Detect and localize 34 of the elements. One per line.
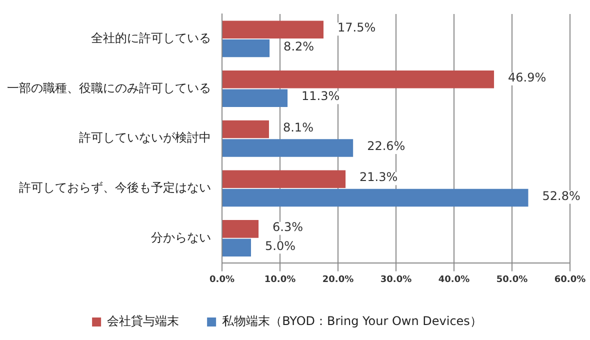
bar — [222, 70, 494, 88]
x-tick-label: 30.0% — [380, 274, 412, 285]
data-label: 17.5% — [338, 20, 376, 35]
bar — [222, 170, 346, 188]
data-label: 11.3% — [302, 89, 340, 104]
data-label: 52.8% — [542, 188, 580, 203]
x-tick-label: 0.0% — [210, 274, 234, 285]
bar — [222, 120, 269, 138]
data-label: 8.1% — [282, 120, 314, 134]
x-tick-label: 50.0% — [496, 274, 528, 285]
data-label: 8.2% — [284, 39, 314, 54]
data-label: 6.3% — [272, 220, 304, 234]
x-tick-label: 20.0% — [322, 274, 354, 285]
data-label: 22.6% — [367, 139, 406, 154]
y-tick-label: 分からない — [151, 230, 211, 244]
bar — [222, 220, 259, 238]
bar — [222, 39, 270, 58]
x-tick-label: 40.0% — [438, 274, 470, 285]
bar — [222, 238, 251, 257]
y-tick-label: 一部の職種、役職にのみ許可している — [7, 80, 211, 95]
y-tick-label: 許可しておらず、今後も予定はない — [19, 180, 211, 195]
legend-label: 会社貸与端末 — [107, 314, 180, 328]
legend-label: 私物端末（BYOD：Bring Your Own Devices） — [222, 314, 482, 328]
x-tick-label: 10.0% — [264, 274, 296, 285]
x-tick-label: 60.0% — [554, 274, 586, 285]
bar — [222, 139, 354, 157]
data-label: 21.3% — [360, 170, 398, 184]
data-label: 5.0% — [265, 238, 296, 253]
data-label: 46.9% — [508, 70, 546, 85]
bar — [222, 89, 288, 107]
bar — [222, 20, 324, 38]
y-tick-label: 全社的に許可している — [91, 31, 211, 46]
bar — [222, 188, 528, 207]
y-tick-label: 許可していないが検討中 — [79, 130, 211, 145]
